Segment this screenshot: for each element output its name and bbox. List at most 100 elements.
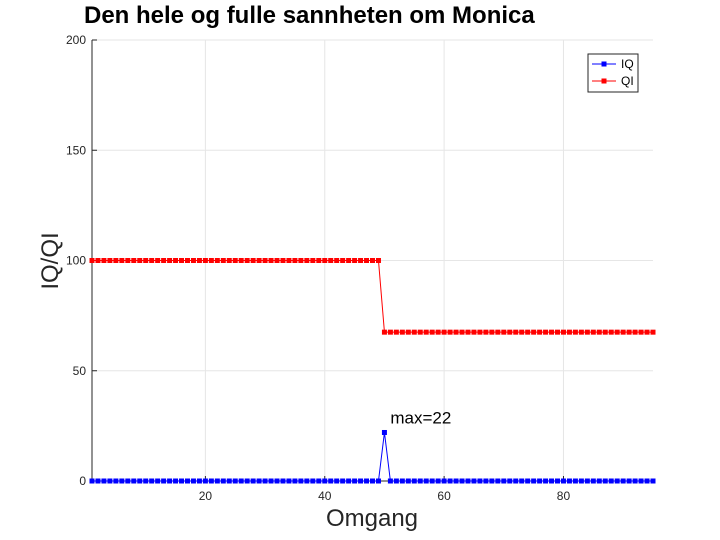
data-point-iq <box>334 478 340 484</box>
data-point-qi <box>358 258 364 263</box>
data-point-iq <box>375 478 381 484</box>
x-tick-label: 20 <box>199 489 213 503</box>
data-point-iq <box>531 478 537 484</box>
data-point-qi <box>381 329 387 335</box>
legend-label: QI <box>621 74 634 88</box>
data-point-iq <box>364 478 370 484</box>
data-point-iq <box>346 478 352 484</box>
data-point-iq <box>489 478 495 484</box>
data-point-iq <box>525 478 531 484</box>
data-point-qi <box>549 329 555 335</box>
y-tick-label: 100 <box>66 254 86 268</box>
data-point-iq <box>196 478 202 484</box>
data-point-qi <box>125 258 131 263</box>
y-tick-label: 50 <box>73 364 87 378</box>
data-point-iq <box>507 478 513 484</box>
data-point-iq <box>572 478 578 484</box>
data-point-iq <box>387 478 393 484</box>
data-point-iq <box>519 478 525 484</box>
data-point-qi <box>316 258 322 263</box>
data-point-iq <box>453 478 459 484</box>
annotation-label: max=22 <box>390 409 451 428</box>
data-point-qi <box>352 258 358 263</box>
data-point-qi <box>334 258 340 263</box>
data-point-iq <box>411 478 417 484</box>
data-point-qi <box>411 329 417 335</box>
data-point-iq <box>143 478 149 484</box>
data-point-qi <box>346 258 352 263</box>
data-point-qi <box>364 258 370 263</box>
data-point-iq <box>155 478 161 484</box>
legend-marker-iq <box>601 61 607 67</box>
data-point-qi <box>399 329 405 335</box>
data-point-iq <box>292 478 298 484</box>
data-point-qi <box>519 329 525 335</box>
data-point-qi <box>298 258 304 263</box>
data-point-iq <box>429 478 435 484</box>
data-point-iq <box>244 478 250 484</box>
legend-marker-qi <box>601 78 607 84</box>
data-point-iq <box>447 478 453 484</box>
data-point-qi <box>459 329 465 335</box>
data-point-qi <box>632 329 638 335</box>
data-point-qi <box>602 329 608 335</box>
data-point-iq <box>328 478 334 484</box>
data-point-qi <box>537 329 543 335</box>
data-point-qi <box>590 329 596 335</box>
data-point-iq <box>626 478 632 484</box>
data-point-iq <box>560 478 566 484</box>
data-point-qi <box>525 329 531 335</box>
data-point-qi <box>340 258 346 263</box>
data-point-qi <box>370 258 375 263</box>
data-point-qi <box>256 258 262 263</box>
data-point-qi <box>161 258 167 263</box>
data-point-qi <box>501 329 507 335</box>
y-tick-label: 0 <box>79 474 86 488</box>
data-point-qi <box>507 329 513 335</box>
data-point-qi <box>429 329 435 335</box>
data-point-iq <box>113 478 119 484</box>
x-tick-label: 80 <box>557 489 571 503</box>
data-point-iq <box>358 478 364 484</box>
data-point-iq <box>173 478 179 484</box>
data-point-qi <box>155 258 161 263</box>
data-point-qi <box>250 258 256 263</box>
data-point-qi <box>196 258 202 263</box>
data-point-qi <box>393 329 399 335</box>
data-point-iq <box>256 478 262 484</box>
data-point-qi <box>650 329 656 335</box>
data-point-qi <box>89 258 95 263</box>
data-point-iq <box>202 478 208 484</box>
data-point-qi <box>184 258 190 263</box>
data-point-iq <box>638 478 644 484</box>
data-point-iq <box>417 478 423 484</box>
data-point-iq <box>304 478 310 484</box>
data-point-qi <box>471 329 477 335</box>
data-point-iq <box>632 478 638 484</box>
chart-title: Den hele og fulle sannheten om Monica <box>84 2 535 29</box>
y-tick-label: 150 <box>66 143 86 157</box>
data-point-qi <box>310 258 316 263</box>
data-point-qi <box>447 329 453 335</box>
data-point-iq <box>590 478 596 484</box>
data-point-iq <box>149 478 155 484</box>
data-point-qi <box>483 329 489 335</box>
data-point-qi <box>232 258 238 263</box>
data-point-iq <box>316 478 322 484</box>
legend: IQ QI <box>587 53 639 93</box>
data-point-iq <box>286 478 292 484</box>
data-point-iq <box>543 478 549 484</box>
data-point-iq <box>381 429 387 435</box>
data-point-qi <box>596 329 602 335</box>
data-point-iq <box>477 478 483 484</box>
legend-label: IQ <box>621 57 634 71</box>
data-point-iq <box>483 478 489 484</box>
data-point-qi <box>477 329 483 335</box>
y-axis-title: IQ/QI <box>37 232 64 289</box>
data-point-qi <box>268 258 274 263</box>
data-point-iq <box>340 478 346 484</box>
data-point-qi <box>286 258 292 263</box>
data-point-qi <box>131 258 137 263</box>
data-point-iq <box>125 478 131 484</box>
